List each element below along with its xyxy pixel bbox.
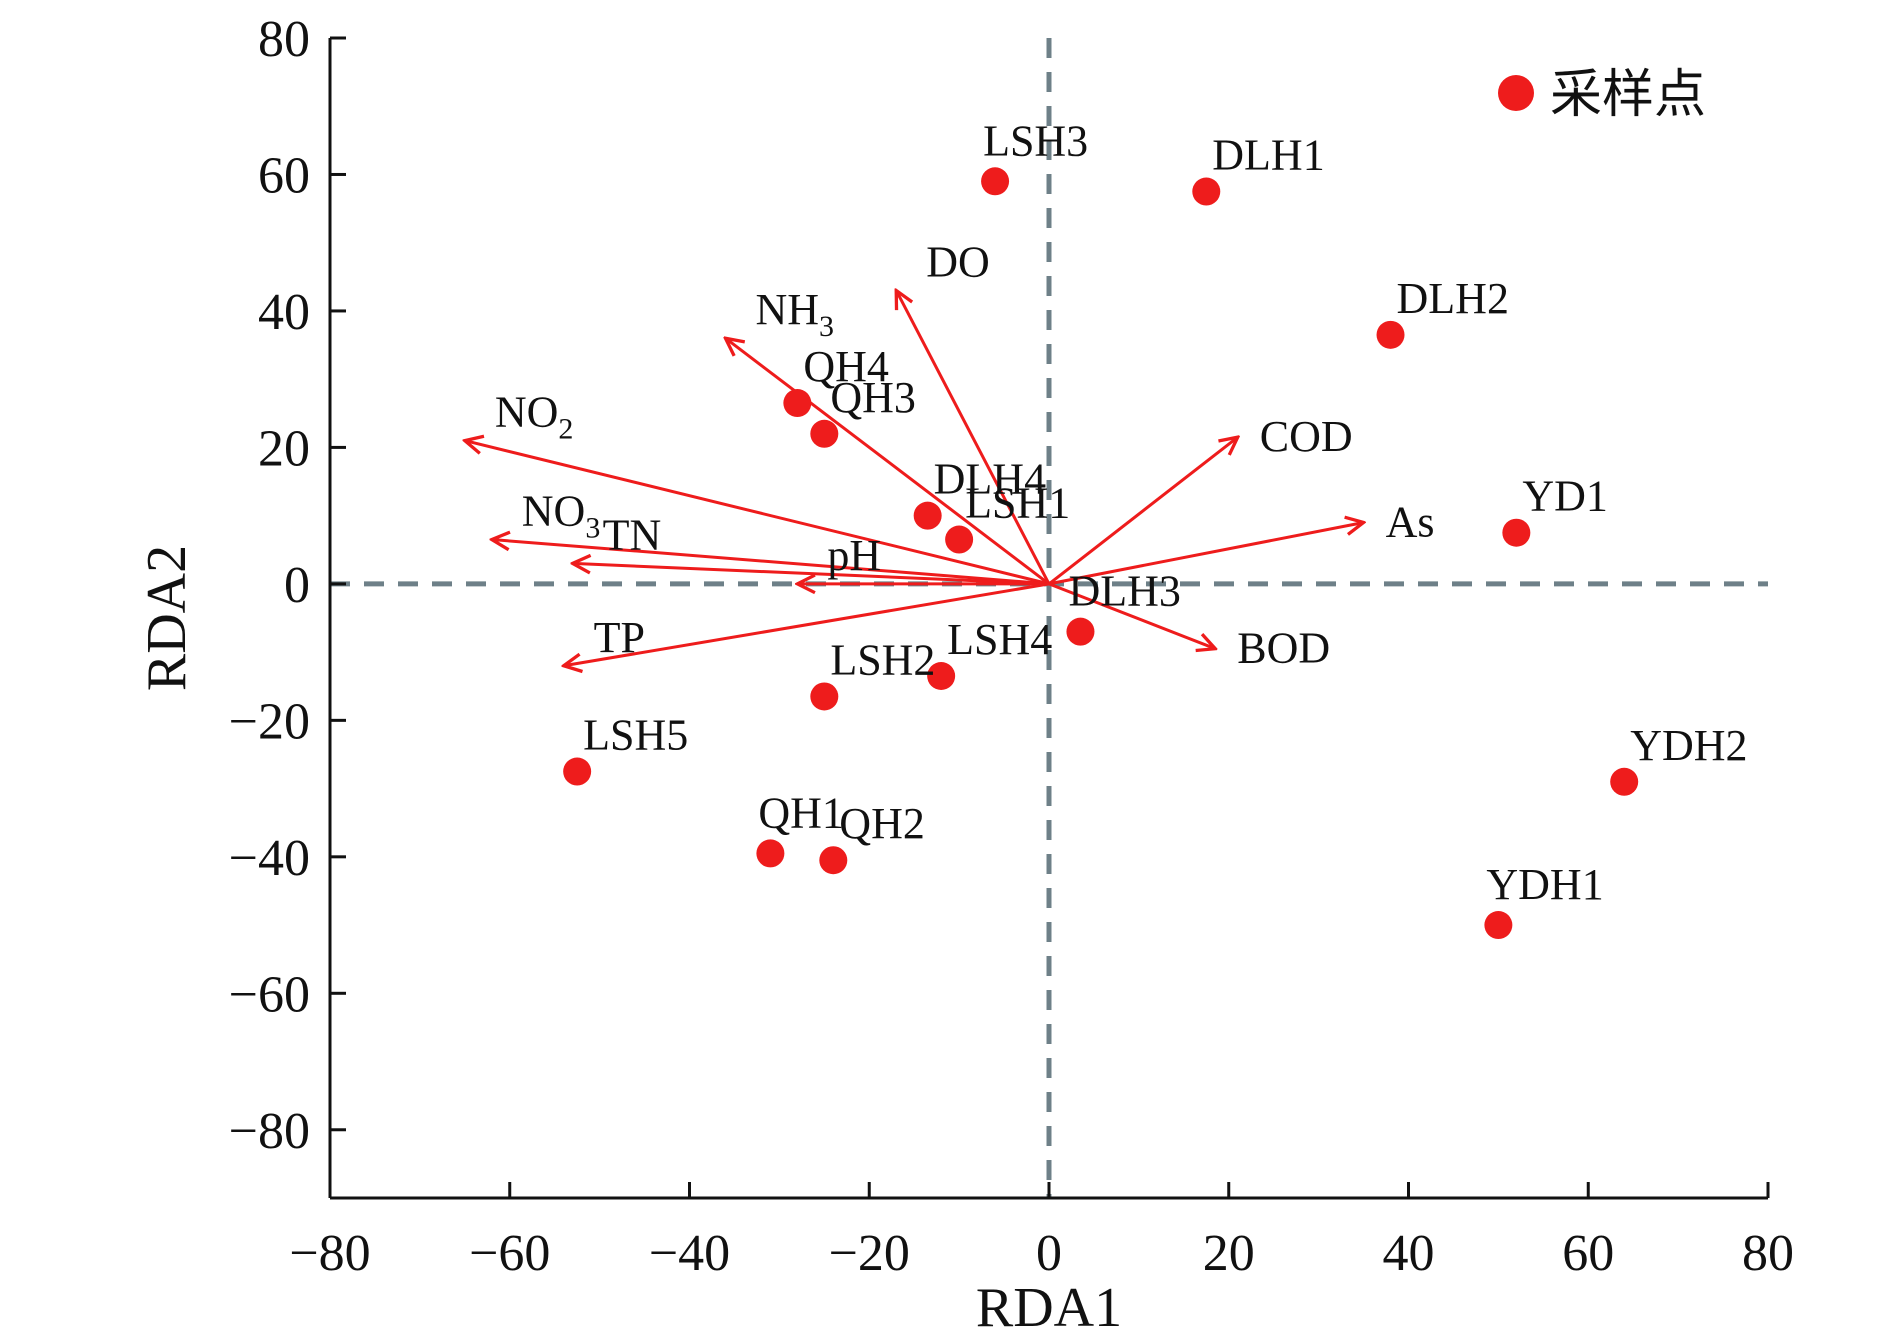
arrow-do: [896, 290, 1051, 585]
site-point-yd1: [1502, 518, 1531, 547]
arrow-label-no3: NO3: [522, 487, 601, 545]
site-label-qh2: QH2: [839, 799, 925, 848]
y-tick-label: 20: [258, 420, 310, 477]
y-ticks: −80 −60 −40 −20 0 20 40 60 80: [229, 11, 346, 1160]
site-label-ydh1: YDH1: [1486, 860, 1603, 909]
x-tick-label: −60: [469, 1225, 550, 1282]
x-tick-label: 60: [1562, 1225, 1614, 1282]
axes: −80 −60 −40 −20 0 20 40 60 80 −80 −60 −40 −20 0 20 40 6…: [229, 11, 1794, 1282]
site-point-qh4: [783, 389, 812, 418]
arrow-label-nh3: NH3: [755, 285, 834, 343]
arrow-label-tn: TN: [603, 510, 662, 559]
arrow-label-as: As: [1386, 497, 1435, 546]
site-point-dlh4: [913, 501, 942, 530]
site-point-dlh1: [1192, 177, 1221, 206]
arrow-label-cod: COD: [1260, 412, 1353, 461]
x-ticks: −80 −60 −40 −20 0 20 40 60 80: [289, 1182, 1794, 1282]
legend-marker: [1498, 75, 1534, 111]
x-tick-label: −80: [289, 1225, 370, 1282]
site-label-lsh5: LSH5: [583, 711, 688, 760]
variable-arrows: DO NH3 NO2 COD As NO3 TN pH BOD TP: [465, 237, 1435, 673]
arrow-no3: [492, 540, 1050, 586]
site-point-lsh4: [927, 662, 956, 690]
arrow-label-bod: BOD: [1237, 624, 1330, 673]
legend-label: 采样点: [1550, 65, 1706, 125]
x-tick-label: −40: [649, 1225, 730, 1282]
site-label-qh1: QH1: [758, 788, 844, 837]
y-tick-label: −80: [229, 1103, 310, 1160]
arrow-cod: [1048, 437, 1238, 586]
site-point-lsh5: [563, 757, 592, 786]
legend: 采样点: [1498, 65, 1706, 125]
site-point-qh2: [819, 846, 848, 875]
x-tick-label: −20: [829, 1225, 910, 1282]
site-label-dlh2: DLH2: [1397, 274, 1509, 323]
arrow-label-no2: NO2: [495, 388, 574, 446]
arrow-label-do: DO: [926, 237, 990, 286]
site-point-dlh2: [1376, 320, 1405, 349]
arrow-as: [1048, 522, 1364, 586]
y-tick-label: 0: [284, 557, 310, 614]
site-point-dlh3: [1066, 617, 1095, 646]
site-point-lsh3: [981, 167, 1010, 196]
site-label-dlh4: DLH4: [934, 455, 1046, 504]
site-point-qh3: [810, 419, 839, 448]
arrow-nh3: [725, 338, 1050, 586]
site-label-yd1: YD1: [1522, 472, 1608, 521]
y-axis-title: RDA2: [136, 545, 198, 691]
x-tick-label: 20: [1203, 1225, 1255, 1282]
site-point-lsh1: [945, 525, 974, 554]
y-tick-label: −60: [229, 966, 310, 1023]
y-tick-label: 80: [258, 11, 310, 68]
y-tick-label: −40: [229, 830, 310, 887]
site-label-qh3: QH3: [830, 373, 916, 422]
site-label-qh4: QH4: [803, 342, 889, 391]
site-label-dlh1: DLH1: [1212, 131, 1324, 180]
x-axis-title: RDA1: [976, 1277, 1122, 1338]
y-tick-label: −20: [229, 693, 310, 750]
arrow-label-tp: TP: [594, 613, 645, 662]
site-label-dlh3: DLH3: [1068, 567, 1180, 616]
x-tick-label: 40: [1383, 1225, 1435, 1282]
site-point-ydh1: [1484, 911, 1513, 940]
arrow-no2: [465, 441, 1050, 586]
site-point-ydh2: [1610, 767, 1639, 796]
site-point-lsh2: [810, 682, 839, 711]
arrow-tp: [564, 582, 1050, 666]
site-label-lsh2: LSH2: [830, 635, 935, 684]
arrow-bod: [1048, 582, 1215, 649]
site-label-ydh2: YDH2: [1630, 721, 1747, 770]
site-point-qh1: [756, 839, 785, 868]
y-tick-label: 40: [258, 284, 310, 341]
site-label-lsh1: LSH1: [965, 479, 1070, 528]
x-tick-label: 0: [1036, 1225, 1062, 1282]
site-label-lsh3: LSH3: [983, 116, 1088, 165]
site-label-lsh4: LSH4: [947, 615, 1052, 664]
y-tick-label: 60: [258, 147, 310, 204]
arrow-label-ph: pH: [827, 531, 881, 580]
x-tick-label: 80: [1742, 1225, 1794, 1282]
